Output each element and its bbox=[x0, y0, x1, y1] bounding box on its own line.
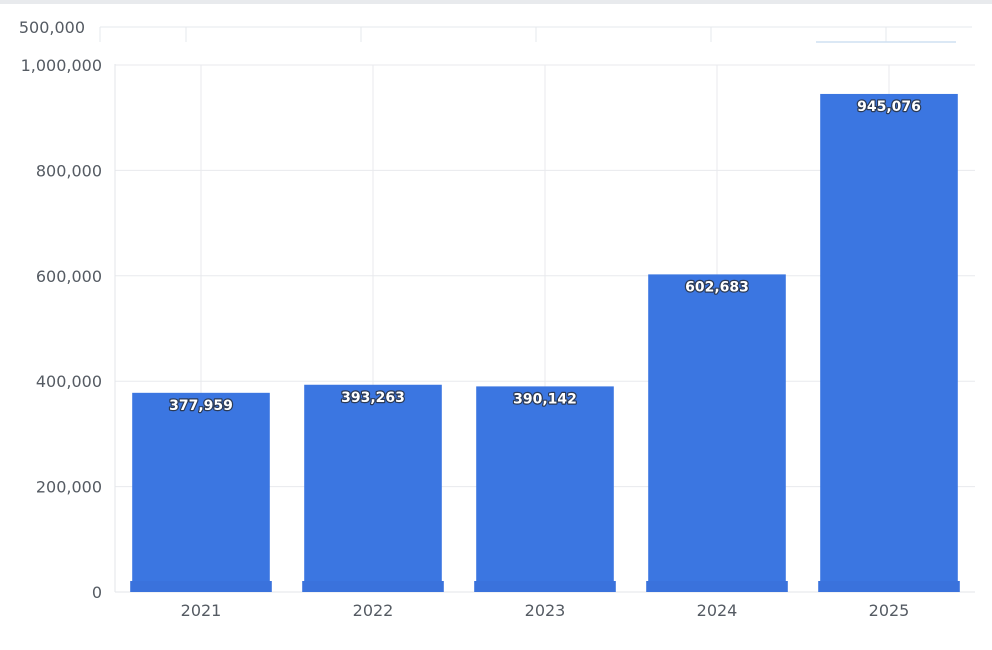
x-tick-label: 2022 bbox=[353, 601, 394, 620]
y-tick-labels: 0 200,000 400,000 600,000 800,000 1,000,000 bbox=[21, 56, 102, 602]
bar-2024[interactable] bbox=[648, 274, 786, 592]
data-label-2024: 602,683 bbox=[685, 279, 749, 295]
y-tick-label: 0 bbox=[92, 583, 102, 602]
top-border bbox=[0, 0, 992, 4]
data-label-2022: 393,263 bbox=[341, 390, 405, 406]
x-tick-label: 2023 bbox=[525, 601, 566, 620]
y-tick-label: 600,000 bbox=[36, 267, 102, 286]
x-tick-label: 2021 bbox=[181, 601, 222, 620]
data-labels: 377,959 393,263 390,142 602,683 945,076 bbox=[168, 98, 922, 415]
x-tick-label: 2024 bbox=[697, 601, 738, 620]
bar-base bbox=[818, 581, 960, 592]
bar-base bbox=[130, 581, 272, 592]
bar-2022[interactable] bbox=[304, 384, 442, 592]
top-partial-tick-label: 500,000 bbox=[19, 18, 85, 37]
data-label-2025: 945,076 bbox=[857, 99, 921, 115]
data-label-2021: 377,959 bbox=[169, 398, 233, 414]
bar-2025[interactable] bbox=[820, 93, 958, 592]
data-label-2023: 390,142 bbox=[513, 391, 577, 407]
x-tick-labels: 2021 2022 2023 2024 2025 bbox=[181, 601, 910, 620]
y-tick-label: 800,000 bbox=[36, 161, 102, 180]
y-tick-label: 200,000 bbox=[36, 478, 102, 497]
bar-base bbox=[474, 581, 616, 592]
top-partial-chart: 500,000 bbox=[19, 18, 972, 43]
bar-2021[interactable] bbox=[132, 392, 270, 592]
y-tick-label: 400,000 bbox=[36, 372, 102, 391]
bar-2023[interactable] bbox=[476, 386, 614, 592]
y-tick-label: 1,000,000 bbox=[21, 56, 102, 75]
x-tick-label: 2025 bbox=[869, 601, 910, 620]
bars bbox=[130, 93, 960, 592]
bar-base bbox=[302, 581, 444, 592]
bar-base bbox=[646, 581, 788, 592]
